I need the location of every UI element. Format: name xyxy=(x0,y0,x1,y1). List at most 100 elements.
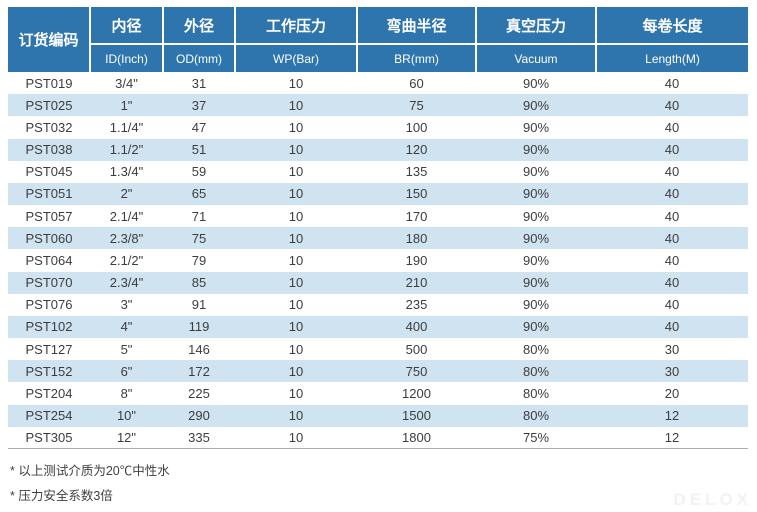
header-bend-radius-zh: 弯曲半径 xyxy=(356,7,476,44)
header-vacuum-pressure-zh: 真空压力 xyxy=(475,7,596,44)
cell-vacuum: 90% xyxy=(522,252,550,268)
cell-od-mm: 37 xyxy=(191,97,207,113)
cell-vacuum: 80% xyxy=(522,341,550,357)
cell-id-inch: 6" xyxy=(120,363,133,379)
header-outer-diameter-en: OD(mm) xyxy=(162,43,235,72)
cell-od-mm: 85 xyxy=(191,275,207,291)
cell-wp-bar: 10 xyxy=(288,208,304,224)
cell-vacuum: 90% xyxy=(522,119,550,135)
cell-br-mm: 180 xyxy=(405,230,428,246)
cell-vacuum: 90% xyxy=(522,142,550,158)
cell-id-inch: 1.1/2" xyxy=(109,142,144,158)
cell-vacuum: 90% xyxy=(522,297,550,313)
footnotes: * 以上测试介质为20℃中性水 * 压力安全系数3倍 xyxy=(10,459,170,509)
cell-br-mm: 170 xyxy=(405,208,428,224)
cell-id-inch: 2.3/4" xyxy=(109,275,144,291)
cell-wp-bar: 10 xyxy=(288,385,304,401)
header-roll-length-zh: 每卷长度 xyxy=(595,7,748,44)
table-row: PST102 4" 119 10 400 90% 40 xyxy=(8,315,748,339)
cell-id-inch: 1.3/4" xyxy=(109,164,144,180)
cell-vacuum: 80% xyxy=(522,363,550,379)
cell-code: PST127 xyxy=(25,341,73,357)
cell-br-mm: 135 xyxy=(405,164,428,180)
cell-id-inch: 4" xyxy=(120,319,133,335)
cell-wp-bar: 10 xyxy=(235,426,357,450)
cell-id-inch: 12" xyxy=(90,426,163,450)
cell-length-m: 40 xyxy=(664,75,680,91)
cell-vacuum: 80% xyxy=(522,408,550,424)
cell-code: PST025 xyxy=(25,97,73,113)
cell-length-m: 20 xyxy=(664,385,680,401)
cell-id-inch: 3/4" xyxy=(115,75,138,91)
table-row: PST038 1.1/2" 51 10 120 90% 40 xyxy=(8,138,748,161)
cell-wp-bar: 10 xyxy=(288,164,304,180)
table-row: PST032 1.1/4" 47 10 100 90% 40 xyxy=(8,116,748,139)
cell-id-inch: 1.1/4" xyxy=(109,119,144,135)
table-row: PST076 3" 91 10 235 90% 40 xyxy=(8,293,748,316)
cell-length-m: 40 xyxy=(664,186,680,202)
header-row-en: ID(Inch) OD(mm) WP(Bar) BR(mm) Vacuum Le… xyxy=(8,43,748,72)
cell-length-m: 30 xyxy=(664,341,680,357)
table-row: PST025 1" 37 10 75 90% 40 xyxy=(8,94,748,117)
cell-code: PST045 xyxy=(25,164,73,180)
cell-id-inch: 2.1/4" xyxy=(109,208,144,224)
cell-vacuum: 90% xyxy=(522,208,550,224)
spec-table: 订货编码 内径 外径 工作压力 弯曲半径 真空压力 每卷长度 ID(Inch) … xyxy=(8,7,748,450)
table-row: PST051 2" 65 10 150 90% 40 xyxy=(8,182,748,206)
table-row: PST057 2.1/4" 71 10 170 90% 40 xyxy=(8,205,748,228)
cell-length-m: 40 xyxy=(664,97,680,113)
cell-wp-bar: 10 xyxy=(288,252,304,268)
footnote-test-medium: * 以上测试介质为20℃中性水 xyxy=(10,464,170,478)
cell-length-m: 40 xyxy=(664,319,680,335)
cell-length-m: 12 xyxy=(596,426,748,450)
cell-vacuum: 90% xyxy=(522,319,550,335)
cell-code: PST204 xyxy=(25,385,73,401)
footnote-safety-factor: * 压力安全系数3倍 xyxy=(10,489,113,503)
header-vacuum-pressure-en: Vacuum xyxy=(475,43,596,72)
cell-br-mm: 400 xyxy=(405,319,428,335)
cell-code: PST051 xyxy=(25,186,73,202)
cell-wp-bar: 10 xyxy=(288,97,304,113)
cell-code: PST064 xyxy=(25,252,73,268)
cell-wp-bar: 10 xyxy=(288,275,304,291)
cell-od-mm: 79 xyxy=(191,252,207,268)
cell-id-inch: 2" xyxy=(120,186,133,202)
cell-wp-bar: 10 xyxy=(288,75,304,91)
cell-wp-bar: 10 xyxy=(288,186,304,202)
cell-od-mm: 172 xyxy=(188,363,210,379)
cell-code: PST305 xyxy=(8,426,90,450)
cell-br-mm: 150 xyxy=(405,186,428,202)
cell-length-m: 40 xyxy=(664,119,680,135)
cell-od-mm: 146 xyxy=(188,341,210,357)
table-row: PST152 6" 172 10 750 80% 30 xyxy=(8,360,748,383)
cell-id-inch: 10" xyxy=(116,408,137,424)
table-body: PST019 3/4" 31 10 60 90% 40 PST025 1" 37 10 75 90% 40… xyxy=(8,72,748,450)
cell-wp-bar: 10 xyxy=(288,363,304,379)
cell-id-inch: 2.1/2" xyxy=(109,252,144,268)
table-row: PST019 3/4" 31 10 60 90% 40 xyxy=(8,72,748,95)
cell-code: PST019 xyxy=(25,75,73,91)
cell-length-m: 40 xyxy=(664,208,680,224)
cell-br-mm: 75 xyxy=(409,97,424,113)
header-working-pressure-zh: 工作压力 xyxy=(234,7,357,44)
cell-code: PST038 xyxy=(25,142,73,158)
cell-id-inch: 8" xyxy=(120,385,133,401)
cell-wp-bar: 10 xyxy=(288,408,304,424)
cell-wp-bar: 10 xyxy=(288,319,304,335)
table-row: PST064 2.1/2" 79 10 190 90% 40 xyxy=(8,249,748,272)
cell-br-mm: 235 xyxy=(405,297,428,313)
cell-vacuum: 90% xyxy=(522,164,550,180)
cell-code: PST076 xyxy=(25,297,73,313)
cell-od-mm: 71 xyxy=(191,208,207,224)
header-inner-diameter-en: ID(Inch) xyxy=(89,43,163,72)
watermark-delox: DELOX xyxy=(673,490,752,509)
cell-br-mm: 60 xyxy=(409,75,424,91)
cell-length-m: 40 xyxy=(664,252,680,268)
cell-vacuum: 90% xyxy=(522,97,550,113)
table-row: PST060 2.3/8" 75 10 180 90% 40 xyxy=(8,227,748,250)
cell-vacuum: 90% xyxy=(522,75,550,91)
cell-od-mm: 91 xyxy=(191,297,207,313)
cell-br-mm: 1500 xyxy=(402,408,431,424)
cell-vacuum: 75% xyxy=(476,426,596,450)
